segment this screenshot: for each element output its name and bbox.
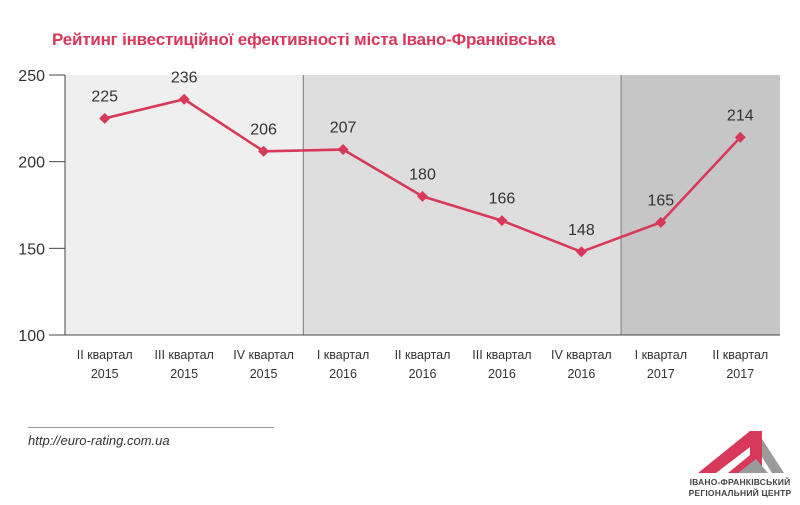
data-point-marker xyxy=(337,144,349,156)
x-tick-label-year: 2016 xyxy=(409,367,437,381)
data-label: 165 xyxy=(647,192,674,209)
data-label: 207 xyxy=(330,120,357,137)
x-tick-label-year: 2016 xyxy=(567,367,595,381)
source-link[interactable]: http://euro-rating.com.ua xyxy=(28,433,170,448)
data-point-marker xyxy=(655,216,667,228)
data-label: 180 xyxy=(409,166,436,183)
x-tick-label-quarter: ІІІ квартал xyxy=(155,348,214,362)
data-point-marker xyxy=(734,131,746,143)
logo-text-line2: РЕГІОНАЛЬНИЙ ЦЕНТР xyxy=(688,488,792,498)
x-tick-label-quarter: ІІ квартал xyxy=(395,348,451,362)
data-label: 166 xyxy=(489,191,516,208)
y-tick-label: 100 xyxy=(18,328,45,345)
logo-mark-icon xyxy=(698,431,784,473)
y-tick-label: 200 xyxy=(18,155,45,172)
y-tick-label: 150 xyxy=(18,241,45,258)
logo-text-line1: ІВАНО-ФРАНКІВСЬКИЙ xyxy=(689,477,791,487)
data-point-marker xyxy=(417,190,428,202)
data-point-marker xyxy=(575,246,587,258)
x-tick-label-year: 2015 xyxy=(250,367,278,381)
year-band-2017 xyxy=(621,75,780,335)
chart-title: Рейтинг інвестиційної ефективності міста… xyxy=(52,30,556,49)
data-point-marker xyxy=(99,112,111,124)
x-tick-label-year: 2016 xyxy=(488,367,516,381)
data-label: 225 xyxy=(91,88,118,105)
x-tick-label-year: 2015 xyxy=(170,367,198,381)
data-label: 214 xyxy=(727,107,754,124)
x-tick-label-quarter: IV квартал xyxy=(233,348,294,362)
x-tick-label-quarter: IV квартал xyxy=(551,348,612,362)
year-band-2016 xyxy=(303,75,622,335)
x-tick-label-quarter: І квартал xyxy=(317,348,369,362)
data-point-marker xyxy=(258,145,270,157)
year-band-2015 xyxy=(65,75,304,335)
x-tick-label-year: 2015 xyxy=(91,367,119,381)
data-label: 236 xyxy=(171,69,198,86)
data-point-marker xyxy=(496,215,508,227)
x-tick-label-quarter: ІІ квартал xyxy=(712,348,768,362)
regional-center-logo: ІВАНО-ФРАНКІВСЬКИЙ РЕГІОНАЛЬНИЙ ЦЕНТР xyxy=(688,425,792,505)
x-tick-label-year: 2017 xyxy=(647,367,675,381)
x-tick-label-quarter: ІІІ квартал xyxy=(472,348,531,362)
line-chart: 100 150 200 250 ІІ квартал 2015 ІІІ квартал 201… xyxy=(18,68,780,381)
source-divider xyxy=(28,427,274,428)
x-tick-label-quarter: І квартал xyxy=(635,348,687,362)
data-label: 206 xyxy=(250,121,277,138)
y-tick-label: 250 xyxy=(18,68,45,85)
data-label: 148 xyxy=(568,222,595,239)
x-tick-label-year: 2017 xyxy=(726,367,754,381)
x-tick-label-year: 2016 xyxy=(329,367,357,381)
x-tick-label-quarter: ІІ квартал xyxy=(77,348,133,362)
data-point-marker xyxy=(178,93,190,105)
